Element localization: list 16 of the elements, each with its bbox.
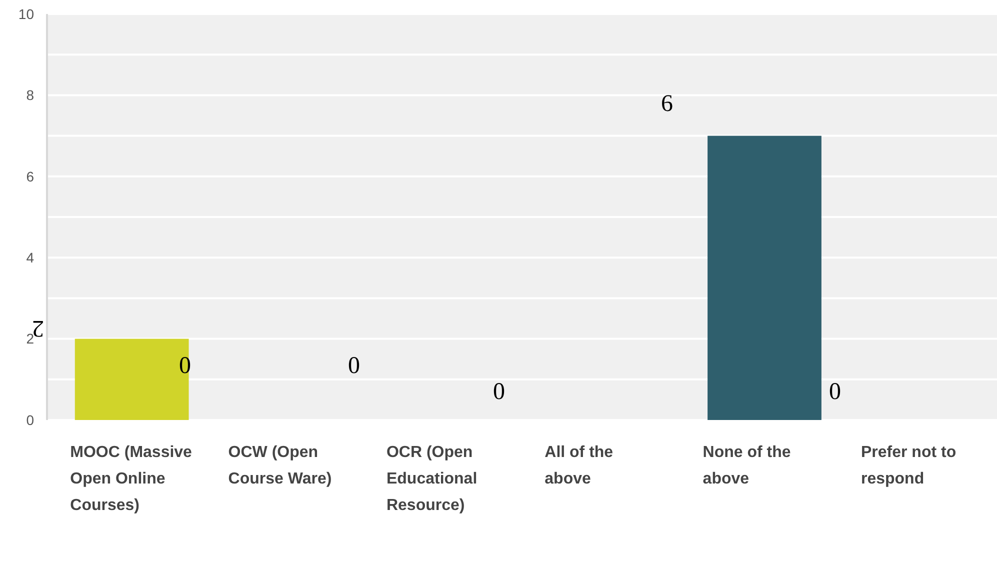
y-tick-label: 4 — [26, 250, 34, 266]
x-tick-label: None of the above — [702, 444, 791, 488]
y-tick-label: 6 — [26, 168, 34, 184]
y-tick-label: 0 — [26, 412, 34, 428]
x-tick-label: OCR (Open Educational Resource) — [386, 444, 478, 514]
y-tick-label: 10 — [18, 6, 34, 22]
annotation: 0 — [829, 379, 841, 405]
x-tick-label: MOOC (Massive Open Online Courses) — [70, 444, 192, 514]
x-tick-label: All of the above — [544, 444, 614, 488]
y-tick-label: 2 — [26, 330, 34, 347]
annotation: 6 — [661, 91, 673, 117]
annotation: 0 — [348, 353, 360, 379]
annotation: 0 — [493, 379, 505, 405]
x-tick-label: OCW (Open Course Ware) — [228, 444, 332, 488]
y-tick-label: 8 — [26, 87, 34, 104]
x-tick-label: Prefer not to respond — [860, 444, 956, 488]
